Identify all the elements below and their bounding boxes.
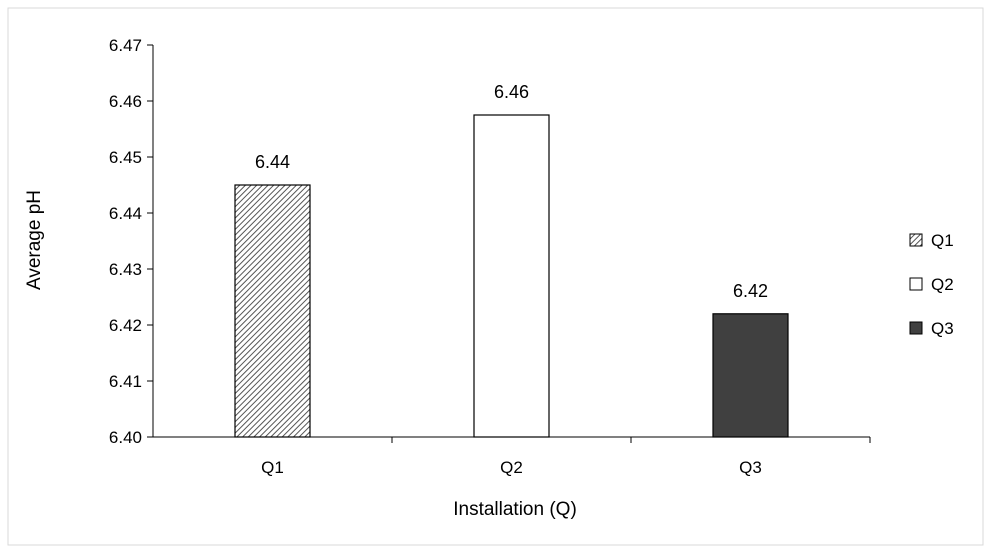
- legend-label-q3: Q3: [931, 319, 954, 338]
- y-tick-label: 6.44: [109, 204, 142, 223]
- y-tick-label: 6.47: [109, 36, 142, 55]
- chart-outer-border: [7, 7, 984, 546]
- y-axis-ticks: 6.40 6.41 6.42 6.43 6.44 6.45 6.46 6.47: [109, 36, 153, 447]
- legend-swatch-q2: [909, 277, 923, 291]
- legend-label-q2: Q2: [931, 275, 954, 294]
- legend-swatch-q3: [909, 321, 923, 335]
- x-axis-title: Installation (Q): [453, 499, 577, 520]
- y-tick-label: 6.40: [109, 428, 142, 447]
- y-tick-label: 6.43: [109, 260, 142, 279]
- x-tick-label: Q1: [261, 458, 284, 477]
- bar-q1: [234, 184, 311, 438]
- y-tick-label: 6.42: [109, 316, 142, 335]
- legend: Q1 Q2 Q3: [909, 231, 954, 338]
- legend-swatch-q1: [909, 233, 923, 247]
- x-tick-label: Q3: [739, 458, 762, 477]
- data-label-q3: 6.42: [733, 281, 768, 301]
- bars-group: 6.44 6.46 6.42: [234, 82, 789, 438]
- bar-q2: [473, 114, 550, 438]
- bar-q3: [712, 313, 789, 438]
- data-label-q2: 6.46: [494, 82, 529, 102]
- y-tick-label: 6.46: [109, 92, 142, 111]
- y-tick-label: 6.45: [109, 148, 142, 167]
- data-label-q1: 6.44: [255, 152, 290, 172]
- legend-label-q1: Q1: [931, 231, 954, 250]
- y-axis-title: Average pH: [24, 190, 45, 290]
- x-tick-label: Q2: [500, 458, 523, 477]
- x-axis-ticks: Q1 Q2 Q3: [261, 437, 871, 477]
- y-tick-label: 6.41: [109, 372, 142, 391]
